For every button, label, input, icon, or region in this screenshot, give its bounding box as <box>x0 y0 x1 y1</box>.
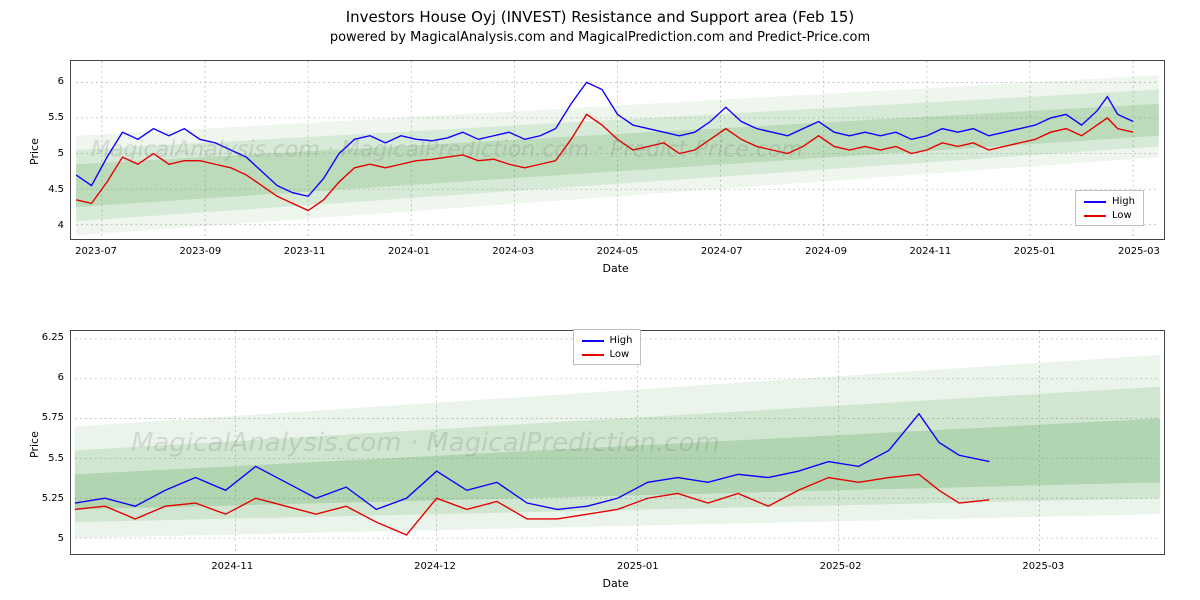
figure: { "title": { "text": "Investors House Oy… <box>0 0 1200 600</box>
x-tick-label: 2025-02 <box>820 561 862 572</box>
x-tick-label: 2024-03 <box>492 246 534 257</box>
top-chart-panel: MagicalAnalysis.com · MagicalPrediction.… <box>70 60 1165 240</box>
legend-label: High <box>1112 195 1135 209</box>
x-tick-label: 2024-12 <box>414 561 456 572</box>
legend-label: Low <box>610 348 630 362</box>
y-tick-label: 5 <box>58 148 64 159</box>
x-tick-label: 2024-09 <box>805 246 847 257</box>
y-tick-label: 5.75 <box>42 412 64 423</box>
x-tick-label: 2024-05 <box>597 246 639 257</box>
y-tick-label: 5.25 <box>42 493 64 504</box>
chart-subtitle: powered by MagicalAnalysis.com and Magic… <box>0 30 1200 45</box>
y-tick-label: 6 <box>58 76 64 87</box>
legend-swatch <box>582 354 604 356</box>
x-tick-label: 2024-01 <box>388 246 430 257</box>
x-tick-label: 2023-11 <box>284 246 326 257</box>
top-x-axis-label: Date <box>603 262 629 275</box>
y-tick-label: 5 <box>58 533 64 544</box>
x-tick-label: 2023-09 <box>179 246 221 257</box>
top-legend: HighLow <box>1075 190 1144 226</box>
legend-label: Low <box>1112 209 1132 223</box>
x-tick-label: 2025-01 <box>1014 246 1056 257</box>
y-tick-label: 4.5 <box>48 184 64 195</box>
bottom-y-axis-label: Price <box>28 431 41 458</box>
legend-item: Low <box>1084 209 1135 223</box>
x-tick-label: 2025-03 <box>1118 246 1160 257</box>
x-tick-label: 2024-11 <box>211 561 253 572</box>
y-tick-label: 6.25 <box>42 332 64 343</box>
bottom-x-axis-label: Date <box>603 577 629 590</box>
legend-swatch <box>1084 215 1106 217</box>
legend-label: High <box>610 334 633 348</box>
legend-item: High <box>582 334 633 348</box>
y-tick-label: 5.5 <box>48 112 64 123</box>
legend-item: High <box>1084 195 1135 209</box>
y-tick-label: 6 <box>58 372 64 383</box>
x-tick-label: 2023-07 <box>75 246 117 257</box>
bottom-legend: HighLow <box>573 329 642 365</box>
legend-swatch <box>582 340 604 342</box>
top-chart-svg <box>71 61 1164 239</box>
chart-title: Investors House Oyj (INVEST) Resistance … <box>0 8 1200 26</box>
x-tick-label: 2024-11 <box>909 246 951 257</box>
top-y-axis-label: Price <box>28 138 41 165</box>
y-tick-label: 5.5 <box>48 453 64 464</box>
y-tick-label: 4 <box>58 220 64 231</box>
legend-item: Low <box>582 348 633 362</box>
x-tick-label: 2025-03 <box>1022 561 1064 572</box>
x-tick-label: 2024-07 <box>701 246 743 257</box>
x-tick-label: 2025-01 <box>617 561 659 572</box>
legend-swatch <box>1084 201 1106 203</box>
